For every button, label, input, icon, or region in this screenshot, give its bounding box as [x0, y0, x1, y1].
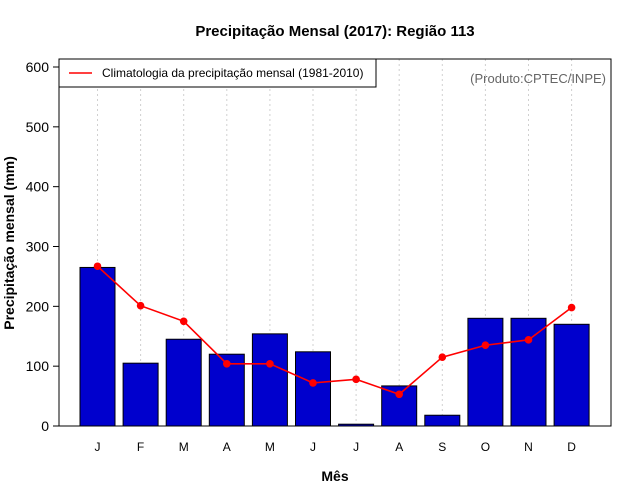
bar-11 [510, 317, 547, 427]
climatology-point-12 [567, 303, 576, 312]
y-tick-label: 600 [26, 59, 50, 75]
climatology-point-9 [438, 353, 447, 361]
y-tick-label: 500 [26, 119, 50, 135]
climatology-point-11 [524, 336, 533, 344]
y-tick-label: 200 [26, 298, 50, 314]
bar-9 [424, 414, 461, 427]
x-tick-label: M [179, 440, 189, 454]
bar-3 [165, 338, 202, 427]
bar-12 [553, 323, 590, 427]
climatology-point-2 [136, 301, 145, 310]
climatology-point-3 [179, 317, 188, 326]
y-tick-label: 0 [41, 418, 49, 434]
x-tick-label: J [95, 440, 101, 454]
bar-2 [122, 362, 159, 427]
bar-series [79, 266, 590, 427]
credit-annotation: (Produto:CPTEC/INPE) [470, 71, 606, 86]
bar-10 [467, 317, 504, 427]
x-tick-label: O [481, 440, 490, 454]
climatology-point-4 [223, 359, 231, 368]
climatology-point-10 [481, 341, 490, 350]
y-axis-label: Precipitação mensal (mm) [1, 156, 17, 330]
x-tick-label: F [137, 440, 144, 454]
x-axis-label: Mês [321, 468, 348, 484]
legend-label: Climatologia da precipitação mensal (198… [102, 66, 363, 80]
bar-6 [295, 351, 331, 427]
x-tick-label: A [223, 440, 231, 454]
x-tick-label: D [567, 440, 576, 454]
x-tick-label: J [310, 440, 316, 454]
chart-title: Precipitação Mensal (2017): Região 113 [195, 23, 474, 40]
climatology-point-1 [93, 262, 102, 271]
climatology-point-5 [266, 359, 274, 368]
climatology-series [93, 262, 576, 399]
bar-5 [251, 333, 288, 427]
x-tick-label: M [265, 440, 275, 454]
y-axis: 0 100 200 300 400 500 600 [26, 59, 59, 434]
climatology-line [96, 265, 573, 396]
legend-box [58, 58, 377, 88]
y-tick-label: 400 [26, 179, 50, 195]
x-tick-label: A [395, 440, 403, 454]
x-tick-label: S [438, 440, 446, 454]
climatology-point-7 [352, 375, 360, 384]
x-tick-label: N [524, 440, 533, 454]
climatology-point-6 [309, 379, 317, 387]
y-tick-label: 300 [26, 239, 50, 255]
y-tick-label: 100 [26, 358, 50, 374]
climatology-point-8 [395, 390, 404, 399]
x-tick-label: J [353, 440, 359, 454]
legend: Climatologia da precipitação mensal (198… [58, 58, 377, 88]
bar-1 [79, 266, 116, 427]
